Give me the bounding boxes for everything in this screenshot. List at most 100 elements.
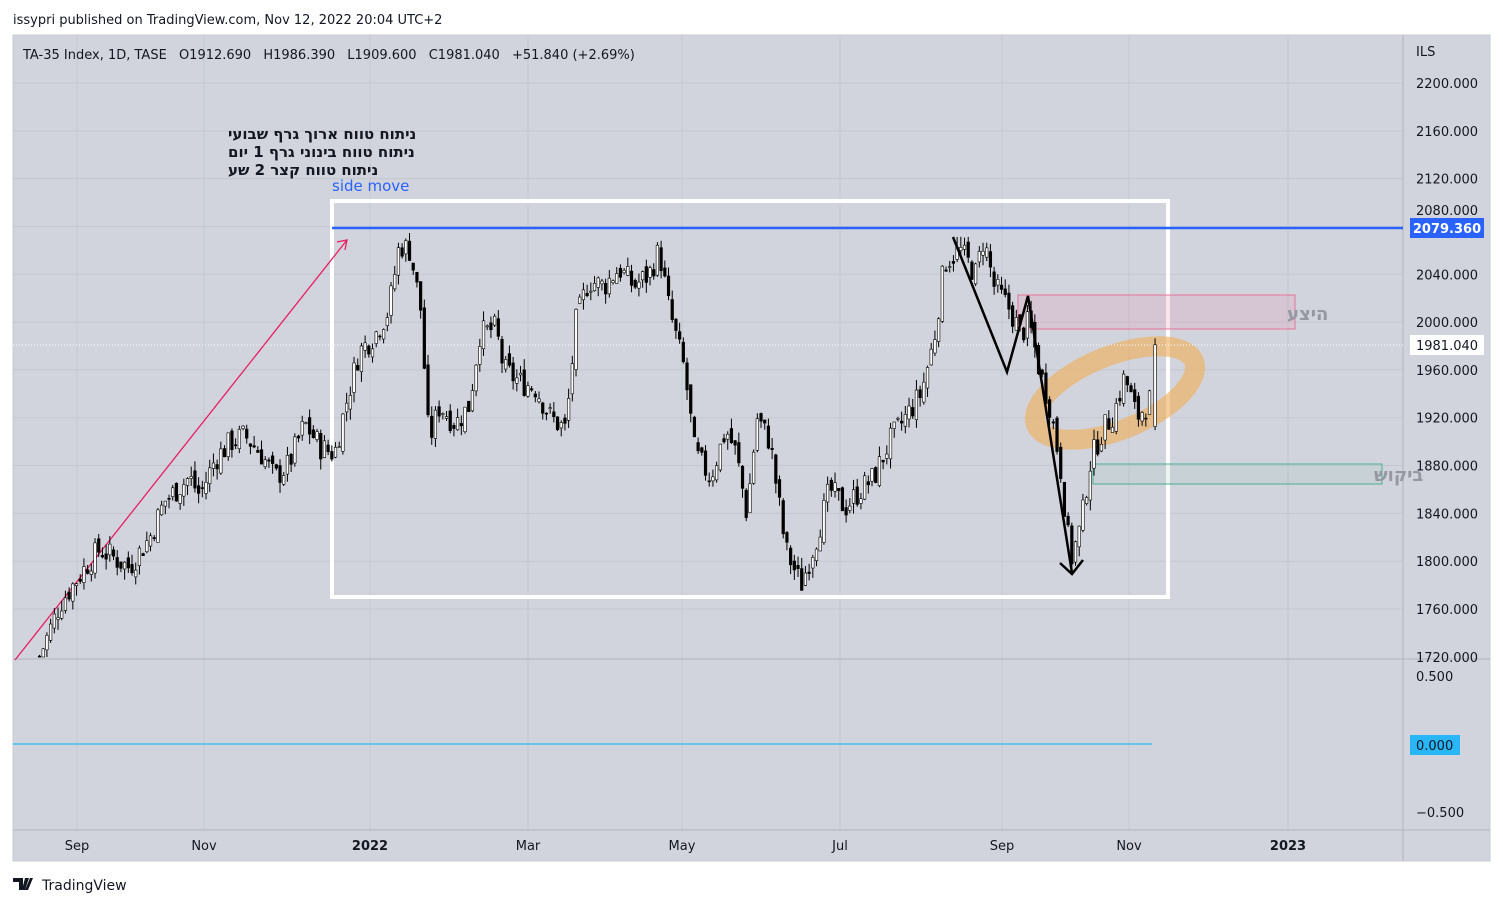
zigzag-path[interactable] <box>951 236 1074 574</box>
candle <box>752 449 756 485</box>
highlight-ellipse[interactable] <box>1022 327 1207 459</box>
price-tick-label: 2040.000 <box>1416 268 1478 283</box>
trend-line[interactable] <box>14 239 348 661</box>
candle-body <box>1011 305 1015 327</box>
candle-body <box>570 363 574 395</box>
time-tick-label: May <box>669 839 696 854</box>
candle-body <box>689 384 693 414</box>
candle <box>763 419 767 430</box>
candle <box>814 547 819 567</box>
candle <box>718 443 722 473</box>
candle-body <box>678 331 682 340</box>
candle <box>348 386 352 420</box>
price-tick-label: 2000.000 <box>1416 316 1478 331</box>
candle <box>396 242 401 285</box>
candle <box>970 260 974 280</box>
candle <box>966 236 970 263</box>
candle <box>382 328 386 344</box>
candle <box>263 456 267 470</box>
candle <box>1066 512 1070 528</box>
candle <box>200 480 204 498</box>
candle <box>666 267 671 301</box>
candle-body <box>977 251 981 263</box>
candle-body <box>160 504 164 516</box>
candle-body <box>618 267 623 278</box>
candle-body <box>63 597 68 611</box>
candle-body <box>359 345 364 372</box>
candle <box>692 415 697 438</box>
candle <box>100 547 105 559</box>
candle <box>289 452 293 472</box>
demand-zone[interactable] <box>1092 463 1383 485</box>
demand-label: ביקוש <box>1374 465 1423 486</box>
candle-body <box>1122 373 1126 404</box>
candle <box>171 484 175 501</box>
candle-body <box>1077 525 1081 548</box>
candle <box>722 433 726 444</box>
candle-body <box>592 283 597 292</box>
candle-body <box>82 566 86 583</box>
candle <box>178 494 182 510</box>
candle <box>300 415 304 441</box>
candle <box>193 461 197 493</box>
candle-body <box>49 623 53 641</box>
candle <box>644 259 648 293</box>
candle-body <box>1103 414 1107 441</box>
candle-body <box>585 293 589 297</box>
candle <box>785 531 789 551</box>
candle-body <box>500 339 504 364</box>
price-axis[interactable]: 2200.000 2160.000 2120.000 2080.000 2040.000… <box>1416 77 1478 666</box>
candle-body <box>759 413 763 422</box>
candle <box>134 562 138 585</box>
candle <box>304 421 308 425</box>
supply-zone[interactable] <box>1017 294 1296 330</box>
candle <box>848 498 852 514</box>
candle <box>352 356 356 403</box>
candle-body <box>308 417 312 435</box>
candle <box>674 318 678 339</box>
candle <box>648 265 652 286</box>
candle <box>41 647 45 658</box>
candle <box>341 413 345 455</box>
candle <box>570 355 574 402</box>
candle <box>248 443 253 455</box>
candle-body <box>752 451 756 484</box>
candle <box>389 282 393 324</box>
candle <box>1140 411 1144 426</box>
time-tick-label: Sep <box>990 839 1015 854</box>
candle <box>452 422 456 437</box>
candle <box>1011 301 1015 334</box>
resistance-price-label: 2079.360 <box>1413 222 1481 237</box>
candle-body <box>666 275 671 297</box>
candle <box>1073 540 1078 566</box>
candle-body <box>515 377 519 384</box>
candle <box>803 565 808 587</box>
drawings[interactable]: side move היצע ביקוש <box>13 177 1423 661</box>
tradingview-logo[interactable]: TradingView <box>13 878 127 894</box>
note-line: ניתוח טווח ארוך גרף שבועי <box>228 125 416 143</box>
candle-body <box>37 655 42 658</box>
candle <box>604 278 608 304</box>
high-value: H1986.390 <box>263 48 335 63</box>
candle-body <box>578 296 582 304</box>
price-tick-label: 2120.000 <box>1416 173 1478 188</box>
candle-body <box>1055 417 1059 452</box>
candle-body <box>1144 417 1148 420</box>
candle <box>533 391 537 403</box>
candle <box>504 356 508 373</box>
candle-body <box>363 342 367 351</box>
candle <box>378 334 382 341</box>
indicator-value-badge <box>1410 735 1460 755</box>
candle-body <box>407 240 412 261</box>
candle <box>996 274 1000 293</box>
candle-body <box>726 433 730 440</box>
candle <box>951 255 956 272</box>
candle-body <box>740 465 745 489</box>
candle <box>152 535 156 542</box>
candle-body <box>234 444 238 447</box>
time-axis[interactable]: Sep Nov 2022 Mar May Jul Sep Nov 2023 <box>65 839 1306 854</box>
analysis-notes: ניתוח טווח ארוך גרף שבועי ניתוח טווח בינ… <box>228 125 416 179</box>
candle-body <box>581 289 586 301</box>
candle-body <box>555 416 560 431</box>
